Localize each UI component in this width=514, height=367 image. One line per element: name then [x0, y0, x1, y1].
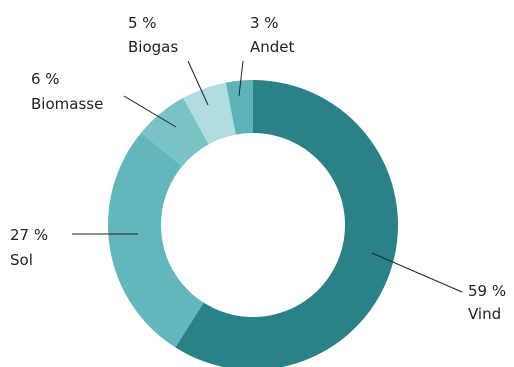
- value-label-vind: 59 %: [468, 282, 506, 300]
- value-label-andet: 3 %: [250, 14, 279, 32]
- slice-sol: [107, 132, 204, 348]
- category-label-andet: Andet: [250, 38, 295, 56]
- donut-slices: [107, 80, 398, 367]
- label-biomasse: 6 % Biomasse: [31, 70, 177, 128]
- category-label-vind: Vind: [468, 305, 501, 323]
- slice-andet: [225, 80, 253, 135]
- category-label-biogas: Biogas: [128, 38, 178, 56]
- label-biogas: 5 % Biogas: [128, 14, 209, 106]
- value-label-biomasse: 6 %: [31, 70, 60, 88]
- leader-line-andet: [238, 60, 244, 97]
- leader-line-biomasse: [123, 95, 177, 128]
- label-vind: 59 % Vind: [371, 252, 506, 323]
- label-sol: 27 % Sol: [10, 226, 138, 269]
- value-label-sol: 27 %: [10, 226, 48, 244]
- slice-biogas: [183, 82, 236, 145]
- category-label-sol: Sol: [10, 251, 33, 269]
- leader-line-biogas: [187, 60, 209, 106]
- label-andet: 3 % Andet: [238, 14, 295, 97]
- leader-line-vind: [371, 252, 463, 293]
- slice-biomasse: [141, 97, 209, 167]
- category-label-biomasse: Biomasse: [31, 95, 103, 113]
- value-label-biogas: 5 %: [128, 14, 157, 32]
- slice-vind: [175, 80, 398, 367]
